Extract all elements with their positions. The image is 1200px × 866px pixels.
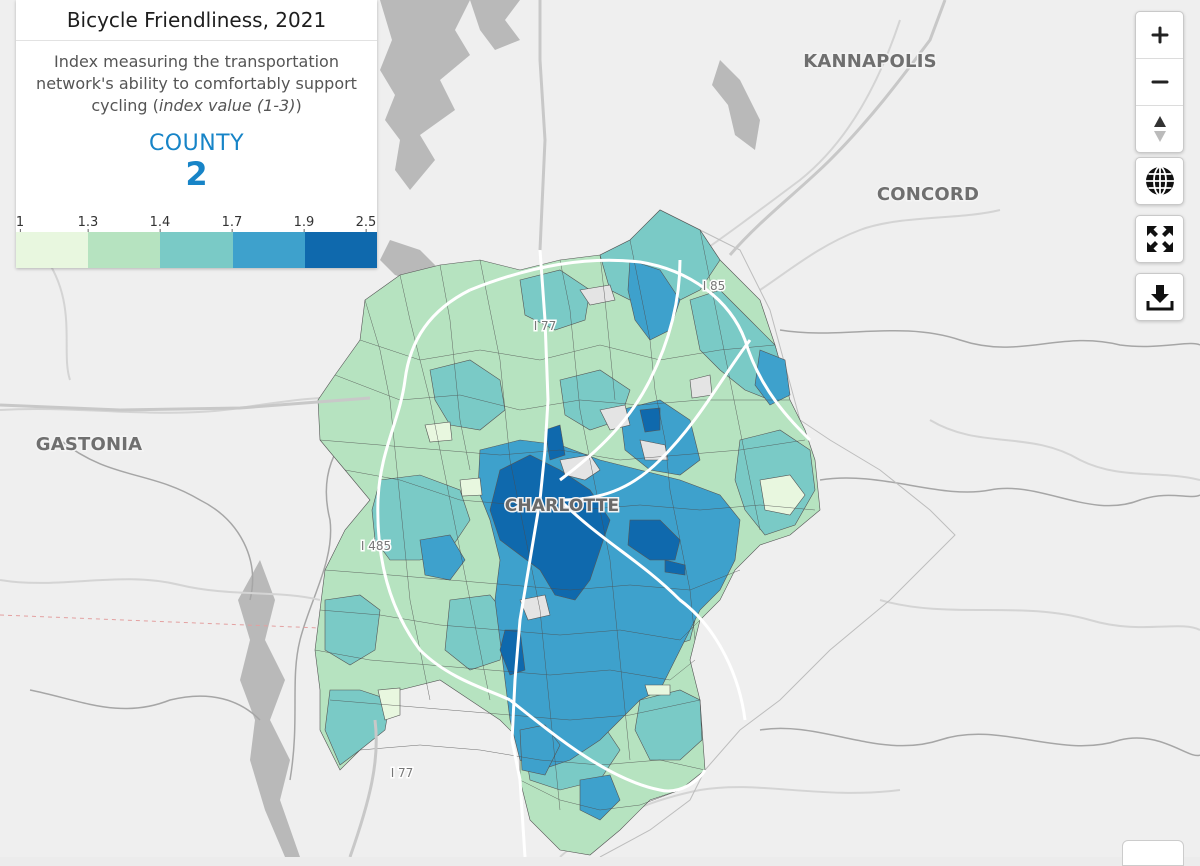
- zoom-out-button[interactable]: [1136, 58, 1183, 105]
- summary-label: COUNTY: [148, 131, 245, 156]
- download-icon: [1146, 285, 1173, 311]
- label-kannapolis: KANNAPOLIS: [803, 51, 937, 72]
- legend-description: Index measuring the transportation netwo…: [34, 51, 359, 117]
- label-i77-north: I 77: [534, 319, 557, 333]
- label-charlotte: CHARLOTTE: [505, 496, 620, 516]
- label-i85: I 85: [703, 279, 726, 293]
- reset-bearing-button[interactable]: [1136, 105, 1183, 152]
- highway-network: [376, 249, 812, 857]
- description-end: ): [295, 96, 302, 115]
- plus-icon: [1151, 26, 1168, 44]
- legend-tick: 1.7: [221, 215, 243, 233]
- corner-panel-tab[interactable]: [1122, 840, 1184, 866]
- legend-title: Bicycle Friendliness, 2021: [16, 0, 377, 41]
- tract-boundaries: [314, 229, 816, 811]
- legend-tick: 1.3: [77, 215, 99, 233]
- label-concord: CONCORD: [877, 184, 979, 205]
- minus-icon: [1151, 80, 1168, 84]
- legend-ticks: 1 1.3 1.4 1.7 1.9 2.5: [15, 215, 377, 233]
- label-i77-south: I 77: [391, 766, 414, 780]
- zoom-in-button[interactable]: [1136, 12, 1183, 58]
- legend-color-bins: [16, 232, 378, 268]
- label-gastonia: GASTONIA: [36, 434, 143, 455]
- county-boundaries: [599, 209, 956, 857]
- compass-arrow-icon: [1153, 116, 1166, 142]
- legend-bin: [88, 232, 161, 268]
- download-control: [1135, 273, 1184, 321]
- label-i485: I 485: [361, 539, 391, 553]
- legend-bin: [160, 232, 233, 268]
- zoom-controls: [1135, 11, 1184, 153]
- legend-tick: 1: [15, 215, 25, 233]
- highway-outside: [0, 0, 947, 857]
- expand-icon: [1146, 226, 1173, 252]
- state-border: [0, 614, 321, 629]
- summary-value: 2: [185, 155, 208, 193]
- legend-tick: 2.5: [355, 215, 377, 233]
- legend-tick: 1.4: [149, 215, 171, 233]
- fullscreen-control: [1135, 215, 1184, 263]
- legend-tick: 1.9: [293, 215, 315, 233]
- description-main: Index measuring the transportation netwo…: [36, 52, 357, 115]
- basemap-button[interactable]: [1136, 158, 1183, 204]
- globe-icon: [1145, 166, 1174, 196]
- legend-bin: [232, 232, 305, 268]
- description-italic: index value (1-3): [158, 96, 296, 115]
- basemap-control: [1135, 157, 1184, 205]
- legend-panel: Bicycle Friendliness, 2021 Index measuri…: [15, 0, 378, 268]
- legend-bin: [16, 232, 89, 268]
- legend-bin: [304, 232, 378, 268]
- fullscreen-button[interactable]: [1136, 216, 1183, 262]
- download-button[interactable]: [1136, 274, 1183, 320]
